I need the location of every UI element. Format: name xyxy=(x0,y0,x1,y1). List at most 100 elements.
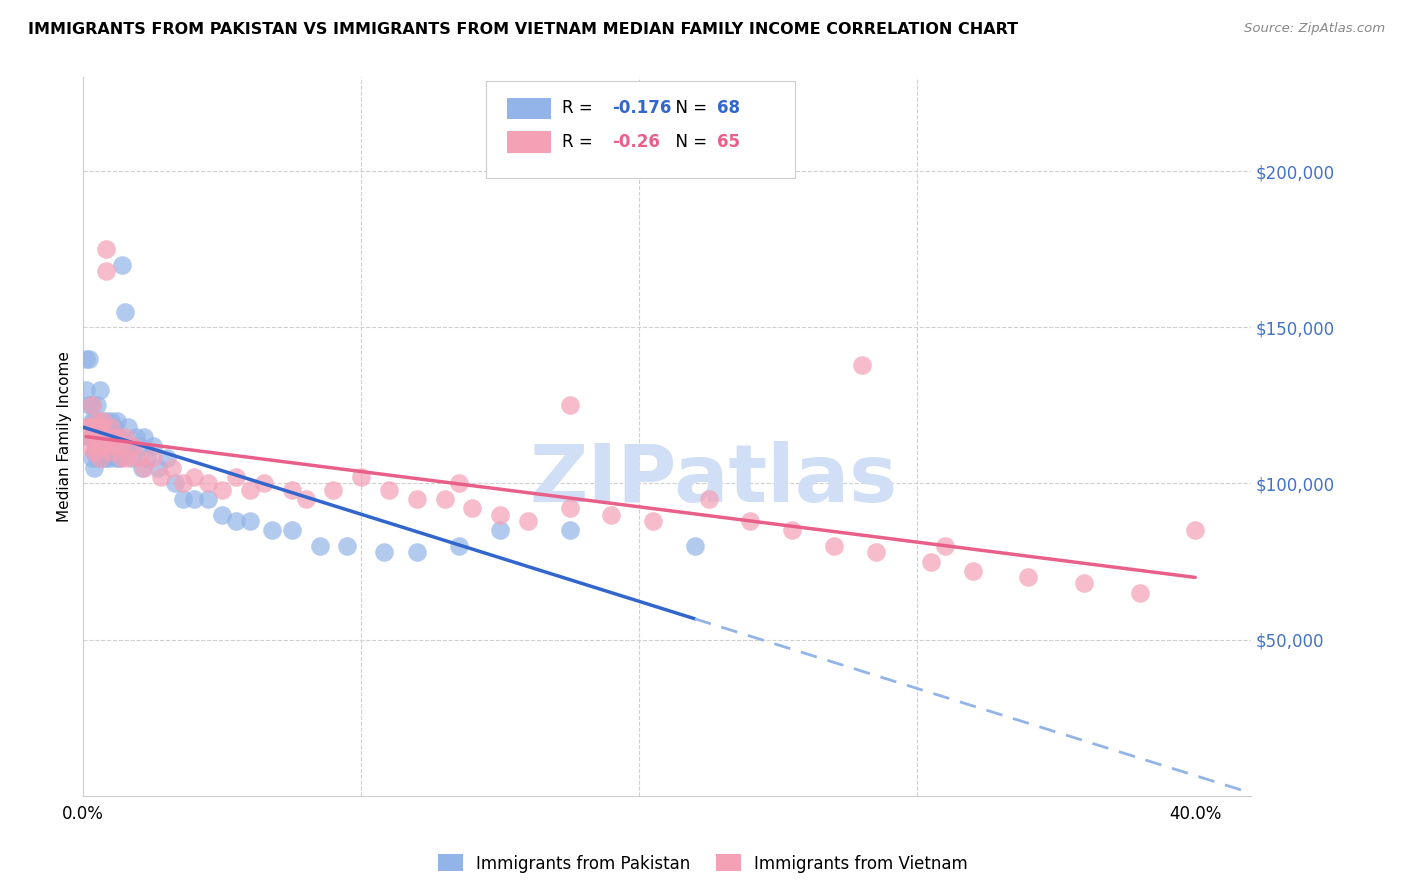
Point xyxy=(1073,576,1095,591)
Point xyxy=(86,451,108,466)
Point xyxy=(122,451,145,466)
Point xyxy=(89,420,111,434)
Legend: Immigrants from Pakistan, Immigrants from Vietnam: Immigrants from Pakistan, Immigrants fro… xyxy=(432,847,974,880)
Point xyxy=(83,420,105,434)
Text: 68: 68 xyxy=(717,99,740,118)
Point xyxy=(75,420,97,434)
Point xyxy=(122,439,145,453)
Point xyxy=(89,451,111,466)
Point xyxy=(117,420,139,434)
Text: 65: 65 xyxy=(717,133,740,151)
Point xyxy=(114,439,136,453)
Point xyxy=(1184,523,1206,537)
Y-axis label: Median Family Income: Median Family Income xyxy=(58,351,72,522)
Point xyxy=(100,445,122,459)
Point xyxy=(128,451,150,466)
Point xyxy=(780,523,803,537)
Point xyxy=(120,439,142,453)
Point xyxy=(80,398,103,412)
Point xyxy=(80,414,103,428)
Point xyxy=(94,414,117,428)
Point xyxy=(75,383,97,397)
Point xyxy=(97,439,120,453)
Point xyxy=(83,445,105,459)
Point xyxy=(558,501,581,516)
Point xyxy=(77,420,100,434)
Point xyxy=(108,451,131,466)
Point xyxy=(378,483,401,497)
Point xyxy=(150,470,173,484)
Text: -0.176: -0.176 xyxy=(612,99,672,118)
Text: -0.26: -0.26 xyxy=(612,133,659,151)
Point xyxy=(108,439,131,453)
Point xyxy=(89,383,111,397)
Point xyxy=(683,539,706,553)
Point xyxy=(823,539,845,553)
Point xyxy=(934,539,956,553)
Point xyxy=(163,476,186,491)
Point xyxy=(94,242,117,256)
Point xyxy=(103,439,125,453)
Point xyxy=(83,460,105,475)
Point xyxy=(433,491,456,506)
Point xyxy=(197,476,219,491)
Point xyxy=(134,460,156,475)
Point xyxy=(697,491,720,506)
Point xyxy=(105,429,128,443)
Text: Source: ZipAtlas.com: Source: ZipAtlas.com xyxy=(1244,22,1385,36)
Point xyxy=(131,460,153,475)
Point xyxy=(83,414,105,428)
Point xyxy=(134,429,156,443)
Point xyxy=(114,429,136,443)
Point xyxy=(91,439,114,453)
Point xyxy=(77,439,100,453)
Point xyxy=(239,514,262,528)
Point xyxy=(225,470,247,484)
Point xyxy=(94,429,117,443)
Point xyxy=(461,501,484,516)
Point xyxy=(172,491,194,506)
Point xyxy=(197,491,219,506)
Point xyxy=(86,439,108,453)
Point xyxy=(489,523,512,537)
Point xyxy=(83,445,105,459)
Point xyxy=(80,429,103,443)
Point xyxy=(162,460,184,475)
Point xyxy=(489,508,512,522)
FancyBboxPatch shape xyxy=(508,97,551,120)
Point xyxy=(350,470,373,484)
Point xyxy=(86,414,108,428)
Point xyxy=(86,439,108,453)
Point xyxy=(108,429,131,443)
Point xyxy=(322,483,344,497)
Point xyxy=(281,483,304,497)
Point xyxy=(600,508,623,522)
Text: ZIPatlas: ZIPatlas xyxy=(530,441,898,518)
Point xyxy=(851,358,873,372)
Point xyxy=(865,545,887,559)
Text: R =: R = xyxy=(562,99,598,118)
Point xyxy=(105,451,128,466)
Point xyxy=(91,420,114,434)
Point xyxy=(920,555,942,569)
Point xyxy=(97,429,120,443)
Point xyxy=(225,514,247,528)
Point xyxy=(89,429,111,443)
Point xyxy=(80,429,103,443)
Point xyxy=(89,445,111,459)
Point xyxy=(114,304,136,318)
Point xyxy=(103,420,125,434)
FancyBboxPatch shape xyxy=(486,81,796,178)
Point xyxy=(75,351,97,366)
Text: N =: N = xyxy=(665,133,711,151)
Point xyxy=(262,523,284,537)
Point xyxy=(211,508,233,522)
Point xyxy=(253,476,276,491)
Point xyxy=(83,429,105,443)
Point xyxy=(281,523,304,537)
Point xyxy=(86,398,108,412)
Point xyxy=(447,539,470,553)
Point xyxy=(94,264,117,278)
Point xyxy=(294,491,316,506)
Point xyxy=(86,420,108,434)
